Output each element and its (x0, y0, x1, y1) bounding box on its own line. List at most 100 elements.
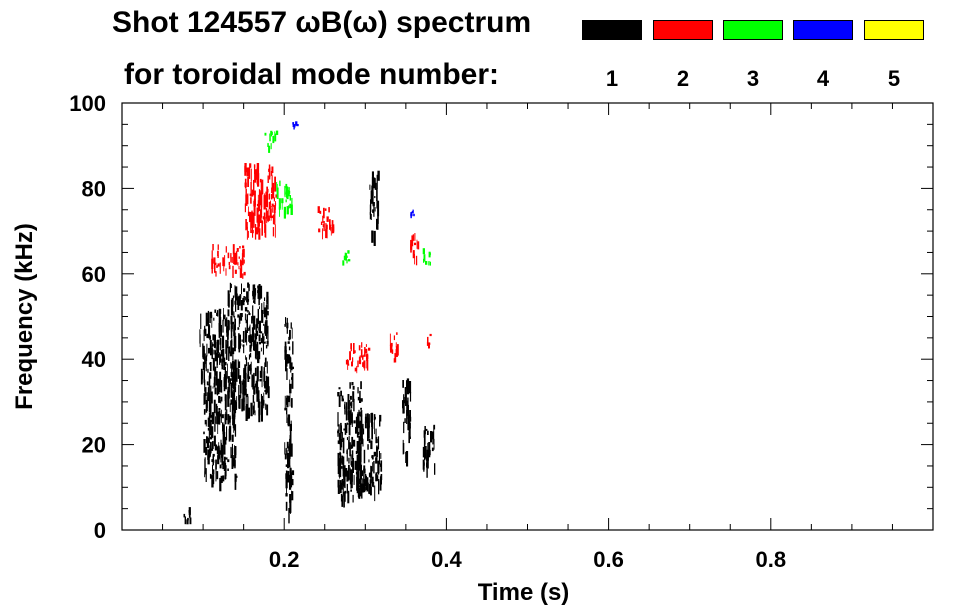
spectrum-mark-n=1 (264, 297, 266, 301)
spectrum-mark-n=2 (253, 179, 255, 196)
spectrum-mark-n=1 (255, 380, 259, 394)
spectrum-mark-n=1 (292, 341, 294, 355)
spectrum-mark-n=1 (230, 323, 233, 339)
spectrum-mark-n=1 (230, 299, 234, 316)
spectrum-mark-n=1 (259, 306, 260, 310)
spectrum-mark-n=2 (262, 216, 264, 220)
spectrum-mark-n=1 (252, 305, 254, 321)
spectrum-mark-n=1 (244, 327, 246, 342)
spectrum-mark-n=3 (268, 145, 271, 153)
spectrum-mark-n=3 (284, 209, 286, 215)
spectrum-mark-n=1 (373, 482, 375, 488)
spectrum-mark-n=1 (356, 441, 359, 454)
spectrum-mark-n=1 (371, 423, 373, 440)
spectrum-mark-n=2 (356, 365, 358, 374)
spectrum-mark-n=1 (258, 320, 261, 334)
spectrum-mark-n=1 (340, 438, 343, 448)
spectrum-mark-n=1 (256, 392, 258, 402)
x-axis-title: Time (s) (478, 579, 570, 606)
spectrum-mark-n=1 (232, 407, 234, 411)
spectrum-mark-n=1 (254, 367, 257, 377)
spectrum-mark-n=1 (360, 430, 362, 441)
spectrum-mark-n=1 (251, 316, 253, 324)
spectrum-mark-n=1 (368, 438, 371, 443)
spectrum-mark-n=1 (259, 401, 261, 415)
spectrum-mark-n=2 (246, 226, 248, 240)
spectrum-mark-n=2 (228, 265, 231, 270)
spectrum-mark-n=1 (234, 315, 236, 328)
spectrum-mark-n=2 (322, 215, 324, 223)
spectrum-mark-n=1 (291, 366, 294, 370)
spectrum-mark-n=4 (413, 213, 415, 217)
spectrum-mark-n=4 (412, 209, 414, 214)
spectrum-mark-n=1 (434, 463, 436, 475)
spectrum-mark-n=2 (359, 355, 361, 364)
spectrum-mark-n=2 (231, 256, 233, 263)
spectrum-mark-n=1 (370, 440, 373, 450)
spectrum-mark-n=1 (285, 317, 287, 324)
spectrum-mark-n=2 (254, 170, 257, 183)
spectrum-mark-n=1 (212, 343, 214, 347)
spectrum-mark-n=1 (266, 323, 268, 339)
spectrum-mark-n=1 (363, 481, 365, 484)
spectrum-mark-n=2 (393, 335, 395, 341)
spectrum-mark-n=1 (379, 480, 382, 491)
spectrum-mark-n=1 (353, 474, 355, 485)
spectrum-mark-n=1 (230, 384, 233, 398)
spectrum-mark-n=1 (284, 442, 286, 455)
spectrum-mark-n=1 (250, 361, 252, 373)
spectrum-mark-n=1 (243, 392, 245, 403)
spectrum-mark-n=1 (216, 342, 219, 357)
spectrum-mark-n=1 (229, 351, 233, 357)
spectrum-mark-n=1 (226, 426, 228, 441)
spectrum-mark-n=1 (422, 446, 424, 458)
spectrum-mark-n=2 (253, 202, 256, 216)
spectrum-mark-n=1 (348, 418, 351, 433)
spectrum-mark-n=1 (204, 329, 207, 337)
spectrum-mark-n=2 (273, 197, 275, 202)
spectrum-mark-n=1 (231, 347, 235, 355)
spectrum-mark-n=1 (291, 373, 294, 389)
spectrum-mark-n=2 (241, 265, 242, 275)
spectrum-mark-n=2 (248, 230, 249, 238)
spectrum-mark-n=2 (274, 203, 277, 206)
spectrum-mark-n=1 (357, 462, 360, 477)
spectrum-mark-n=1 (427, 430, 429, 435)
legend-swatch-mode-1 (582, 20, 642, 40)
spectrum-mark-n=1 (220, 447, 222, 463)
spectrum-mark-n=1 (358, 412, 360, 421)
spectrum-mark-n=1 (221, 396, 223, 402)
spectrum-mark-n=1 (286, 410, 287, 415)
spectrum-mark-n=1 (204, 325, 206, 330)
spectrum-mark-n=1 (205, 447, 207, 456)
spectrum-mark-n=1 (266, 379, 269, 393)
spectrum-mark-n=2 (414, 253, 415, 265)
spectrum-mark-n=1 (235, 401, 237, 410)
spectrum-mark-n=1 (253, 332, 255, 338)
spectrum-mark-n=1 (285, 359, 287, 372)
spectrum-mark-n=1 (213, 413, 215, 424)
spectrum-mark-n=1 (212, 464, 213, 475)
spectrum-mark-n=1 (377, 208, 379, 224)
spectrum-mark-n=1 (212, 334, 215, 341)
spectrum-mark-n=2 (396, 332, 398, 335)
spectrum-mark-n=1 (225, 375, 227, 390)
spectrum-mark-n=2 (250, 212, 254, 228)
spectrum-mark-n=1 (249, 334, 251, 344)
spectrum-mark-n=1 (210, 391, 213, 404)
spectrum-mark-n=1 (237, 314, 240, 318)
spectrum-mark-n=1 (223, 314, 226, 320)
spectrum-mark-n=1 (219, 410, 221, 425)
spectrum-mark-n=1 (238, 315, 240, 327)
spectrum-mark-n=2 (265, 191, 267, 205)
spectrum-mark-n=1 (258, 398, 260, 401)
spectrum-mark-n=1 (289, 468, 292, 480)
spectrum-mark-n=1 (364, 421, 367, 429)
spectrum-mark-n=1 (223, 385, 226, 392)
spectrum-mark-n=2 (238, 256, 240, 259)
spectrum-mark-n=1 (250, 402, 253, 417)
spectrum-mark-n=2 (228, 261, 230, 266)
spectrum-mark-n=1 (214, 350, 217, 362)
spectrum-mark-n=1 (233, 383, 236, 387)
spectrum-mark-n=3 (276, 182, 278, 192)
